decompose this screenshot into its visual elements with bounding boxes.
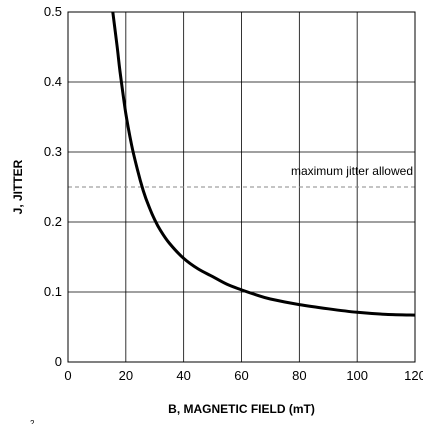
- series-line-0: [111, 11, 416, 317]
- reference-line-group: maximum jitter allowed: [68, 164, 415, 188]
- y-tick-labels: 0 0.1 0.2 0.3 0.4 0.5: [44, 4, 62, 369]
- x-tick-label-3: 60: [234, 368, 248, 383]
- reference-line-label-0: maximum jitter allowed: [291, 164, 413, 178]
- x-tick-label-4: 80: [292, 368, 306, 383]
- y-tick-label-2: 0.2: [44, 214, 62, 229]
- x-tick-label-6: 120: [404, 368, 423, 383]
- series-group: [111, 11, 416, 317]
- x-tick-label-0: 0: [64, 368, 71, 383]
- y-tick-label-4: 0.4: [44, 74, 62, 89]
- x-tick-label-2: 40: [176, 368, 190, 383]
- x-tick-label-5: 100: [346, 368, 368, 383]
- x-tick-labels: 0 20 40 60 80 100 120: [64, 368, 423, 383]
- y-axis-title: J, JITTER: [11, 159, 25, 214]
- y-tick-label-1: 0.1: [44, 284, 62, 299]
- y-tick-label-0: 0: [55, 354, 62, 369]
- x-axis-title: B, MAGNETIC FIELD (mT): [168, 402, 315, 416]
- plot-frame: [67, 11, 416, 363]
- y-tick-label-3: 0.3: [44, 144, 62, 159]
- x-tick-label-1: 20: [119, 368, 133, 383]
- stray-mark: 2: [30, 419, 35, 424]
- y-tick-label-5: 0.5: [44, 4, 62, 19]
